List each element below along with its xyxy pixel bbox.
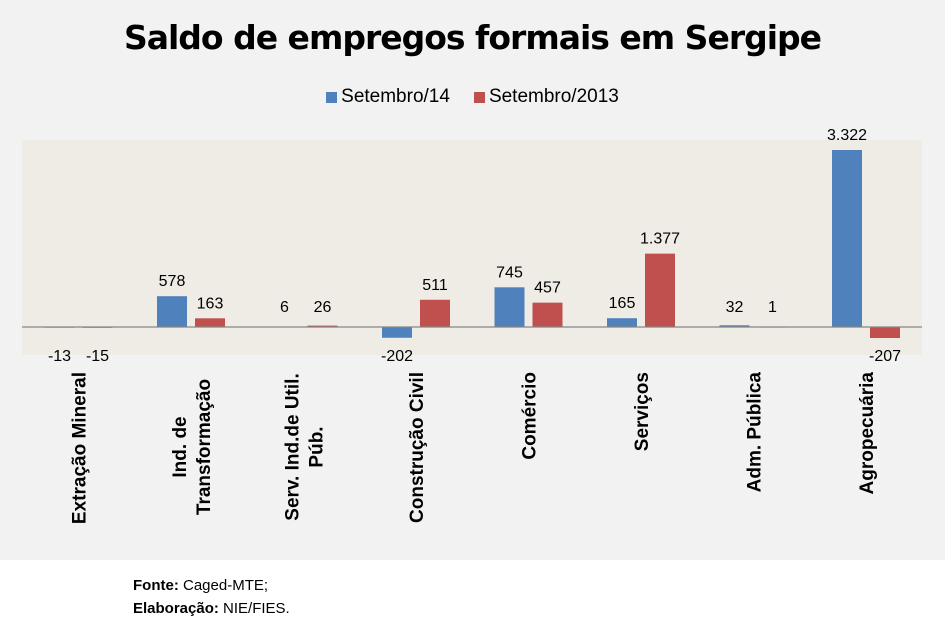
legend: Setembro/14 Setembro/2013 <box>0 86 945 108</box>
bar-setembro-14 <box>607 318 637 327</box>
category-label-line: Agropecuária <box>857 372 878 495</box>
data-label: -202 <box>381 348 413 365</box>
data-label: -15 <box>86 348 109 365</box>
data-label: 511 <box>422 277 448 294</box>
bar-setembro-2013 <box>420 299 450 327</box>
bar-setembro-14 <box>494 287 525 327</box>
data-label: 165 <box>609 295 636 312</box>
data-label: 6 <box>280 299 289 316</box>
source-line: Fonte: Caged-MTE; <box>133 574 290 597</box>
data-label: 163 <box>197 295 224 312</box>
bar-setembro-2013 <box>870 327 900 339</box>
category-label: Ind. de Transformação <box>170 379 215 515</box>
data-label: -207 <box>869 348 901 365</box>
data-label: -13 <box>48 348 71 365</box>
source-value: Caged-MTE; <box>183 577 269 594</box>
credit-line: Elaboração: NIE/FIES. <box>133 597 290 620</box>
bar-setembro-2013 <box>532 302 563 327</box>
category-label: Agropecuária <box>857 372 878 495</box>
chart-footer: Fonte: Caged-MTE; Elaboração: NIE/FIES. <box>133 574 290 620</box>
bar-setembro-14 <box>382 327 412 338</box>
source-label: Fonte: <box>133 577 179 594</box>
category-label: Serviços <box>632 372 653 451</box>
legend-item-setembro-14: Setembro/14 <box>326 86 450 108</box>
legend-swatch-setembro-2013 <box>473 91 485 103</box>
category-label-line: Comércio <box>519 372 540 460</box>
category-label-line: Extração Mineral <box>69 372 90 524</box>
category-label-line: Púb. <box>306 426 327 467</box>
bar-setembro-2013 <box>645 253 675 327</box>
category-label-line: Transformação <box>194 379 215 515</box>
category-label: Adm. Pública <box>744 372 765 493</box>
data-label: 26 <box>314 299 332 316</box>
category-label: Serv. Ind.de Util. Púb. <box>282 373 327 520</box>
data-label: 3.322 <box>827 127 867 144</box>
category-label-line: Construção Civil <box>407 372 428 523</box>
category-label: Extração Mineral <box>69 372 90 524</box>
data-label: 578 <box>159 273 186 290</box>
bar-setembro-14 <box>719 325 750 327</box>
bar-setembro-14 <box>832 150 862 327</box>
category-label-line: Adm. Pública <box>744 372 765 493</box>
bar-setembro-2013 <box>307 325 338 327</box>
credit-value: NIE/FIES. <box>223 600 290 617</box>
bar-setembro-14 <box>157 296 187 327</box>
legend-item-setembro-2013: Setembro/2013 <box>473 86 619 108</box>
data-label: 745 <box>496 264 523 281</box>
category-label-line: Serv. Ind.de Util. <box>282 373 303 520</box>
credit-label: Elaboração: <box>133 600 219 617</box>
category-label: Comércio <box>519 372 540 460</box>
category-label-line: Serviços <box>632 372 653 451</box>
data-label: 457 <box>534 280 561 297</box>
legend-label-setembro-14: Setembro/14 <box>341 86 450 107</box>
data-label: 1 <box>768 299 777 316</box>
bar-chart: -13 -15 Extração Mineral 578 163 Ind. de Trans… <box>22 127 922 524</box>
bar-setembro-2013 <box>195 318 225 327</box>
legend-swatch-setembro-14 <box>326 91 338 103</box>
data-label: 1.377 <box>640 231 680 248</box>
category-label: Construção Civil <box>407 372 428 523</box>
legend-label-setembro-2013: Setembro/2013 <box>488 86 619 107</box>
category-label-line: Ind. de <box>170 416 191 477</box>
chart-title: Saldo de empregos formais em Sergipe <box>123 18 822 57</box>
data-label: 32 <box>726 299 744 316</box>
